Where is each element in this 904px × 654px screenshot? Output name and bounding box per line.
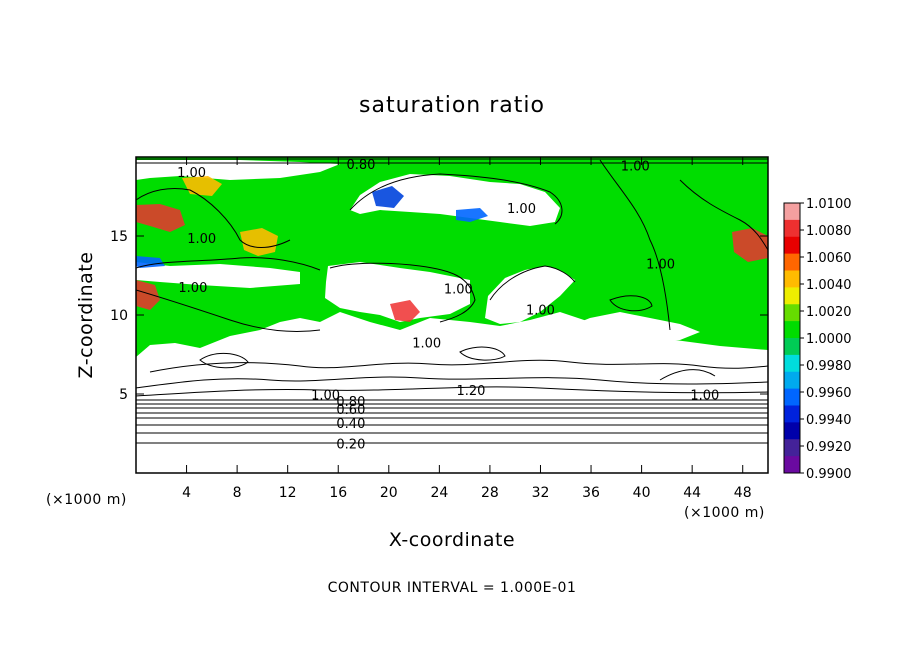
- colorbar-tick-label: 0.9940: [806, 413, 852, 428]
- contour-line-1.00-g: [349, 173, 563, 225]
- field-clear-band-4: [560, 312, 700, 342]
- colorbar: 1.0100 1.0080 1.0060 1.0040 1.0020 1.0000 0.99…: [783, 197, 852, 482]
- colorbar-segment: [784, 287, 800, 305]
- contour-loop-1: [199, 353, 249, 369]
- colorbar-tick-label: 0.9980: [806, 359, 852, 374]
- contour-line-1.00-b: [136, 187, 291, 248]
- colorbar-segment: [784, 388, 800, 406]
- x-tick-label: 32: [532, 485, 550, 501]
- colorbar-tick-label: 1.0080: [806, 224, 852, 239]
- field-patch-red-2: [136, 280, 160, 310]
- contour-line-1.00-low: [136, 386, 768, 397]
- contour-line-1.10: [136, 376, 768, 389]
- x-tick-label: 20: [380, 485, 398, 501]
- contour-label: 1.00: [412, 336, 441, 351]
- colorbar-segment: [784, 422, 800, 440]
- colorbar-segment: [784, 270, 800, 288]
- contour-line-1.00-d: [489, 265, 576, 301]
- contour-label: 1.00: [507, 202, 536, 217]
- x-tick-label: 36: [582, 485, 600, 501]
- colorbar-segment: [784, 321, 800, 339]
- contour-label: 0.20: [336, 438, 365, 453]
- colorbar-segment: [784, 219, 800, 238]
- contour-loop-3: [609, 295, 653, 312]
- contour-line-1.00-h: [136, 289, 321, 332]
- y-tick-label: 10: [110, 308, 128, 324]
- field-patch-blue-1: [372, 186, 404, 208]
- field-patch-red-1: [136, 204, 185, 232]
- contour-label: 1.00: [178, 281, 207, 296]
- colorbar-segment: [784, 304, 800, 322]
- x-axis-title: X-coordinate: [389, 529, 515, 551]
- colorbar-segment: [784, 203, 800, 221]
- contour-label: 1.00: [646, 257, 675, 272]
- field-clear-band-2: [325, 262, 470, 322]
- colorbar-tick-label: 1.0040: [806, 278, 852, 293]
- contour-line-1.00-e: [599, 159, 671, 331]
- x-tick-label: 24: [430, 485, 448, 501]
- contour-label: 1.00: [526, 303, 555, 318]
- field-patch-orange-1: [240, 228, 278, 256]
- field-patch-red-3: [390, 300, 420, 322]
- x-axis-ticks: 4 8 12 16 20 24 28 32 36 40 44 48: [182, 157, 752, 501]
- field-layer: [136, 157, 768, 473]
- z-unit-label: (×1000 m): [46, 492, 127, 508]
- contour-label: 1.00: [621, 159, 650, 174]
- contour-labels: 0.801.00 1.001.001.001.001.00 1.001.001.00…: [177, 158, 719, 453]
- colorbar-tick-label: 1.0000: [806, 332, 852, 347]
- x-tick-label: 48: [734, 485, 752, 501]
- colorbar-segment: [784, 338, 800, 356]
- colorbar-tick-label: 0.9920: [806, 440, 852, 455]
- colorbar-segment: [784, 456, 800, 474]
- colorbar-tick-label: 1.0100: [806, 197, 852, 212]
- x-tick-label: 4: [182, 485, 191, 501]
- contour-label: 1.00: [690, 389, 719, 404]
- y-tick-label: 15: [110, 229, 128, 245]
- y-axis-title: Z-coordinate: [75, 252, 97, 379]
- colorbar-tick-label: 0.9960: [806, 386, 852, 401]
- colorbar-tick-label: 1.0020: [806, 305, 852, 320]
- x-tick-label: 8: [233, 485, 242, 501]
- field-clear-band-1: [136, 262, 300, 288]
- contour-line-1.00-f: [679, 179, 768, 251]
- x-tick-label: 28: [481, 485, 499, 501]
- contour-label: 0.80: [347, 158, 376, 173]
- contour-label: 0.40: [336, 417, 365, 432]
- contour-label: 1.00: [177, 166, 206, 181]
- colorbar-segment: [784, 371, 800, 390]
- contour-label: 1.00: [187, 232, 216, 247]
- colorbar-tick-label: 0.9900: [806, 467, 852, 482]
- y-tick-label: 5: [119, 387, 128, 403]
- colorbar-segment: [784, 405, 800, 423]
- contour-line-1.00-a: [136, 257, 321, 271]
- contour-line-1.00-c: [329, 262, 476, 323]
- field-clear-band-3: [485, 266, 575, 324]
- x-tick-label: 44: [683, 485, 701, 501]
- chart-title: saturation ratio: [359, 93, 545, 118]
- y-axis-ticks: 5 10 15: [110, 229, 768, 403]
- contour-interval-note: CONTOUR INTERVAL = 1.000E-01: [328, 580, 577, 596]
- colorbar-segment: [784, 354, 800, 373]
- contour-label: 1.20: [456, 384, 485, 399]
- contour-line-1.20: [149, 359, 768, 373]
- contour-label: 1.00: [311, 389, 340, 404]
- colorbar-segment: [784, 439, 800, 457]
- x-tick-label: 16: [329, 485, 347, 501]
- x-tick-label: 12: [279, 485, 297, 501]
- contour-label: 1.00: [444, 283, 473, 298]
- x-tick-label: 40: [633, 485, 651, 501]
- field-clear-upper: [350, 174, 560, 226]
- colorbar-tick-label: 1.0060: [806, 251, 852, 266]
- contour-loop-4: [659, 369, 716, 381]
- x-unit-label: (×1000 m): [684, 505, 765, 521]
- colorbar-segment: [784, 236, 800, 255]
- contour-label: 0.60: [336, 403, 365, 418]
- contour-loop-2: [459, 346, 506, 361]
- field-patch-blue-3: [136, 256, 165, 268]
- contour-layer: [136, 158, 768, 444]
- field-patch-blue-2: [456, 208, 488, 222]
- contour-label: 0.80: [336, 395, 365, 410]
- colorbar-segment: [784, 253, 800, 271]
